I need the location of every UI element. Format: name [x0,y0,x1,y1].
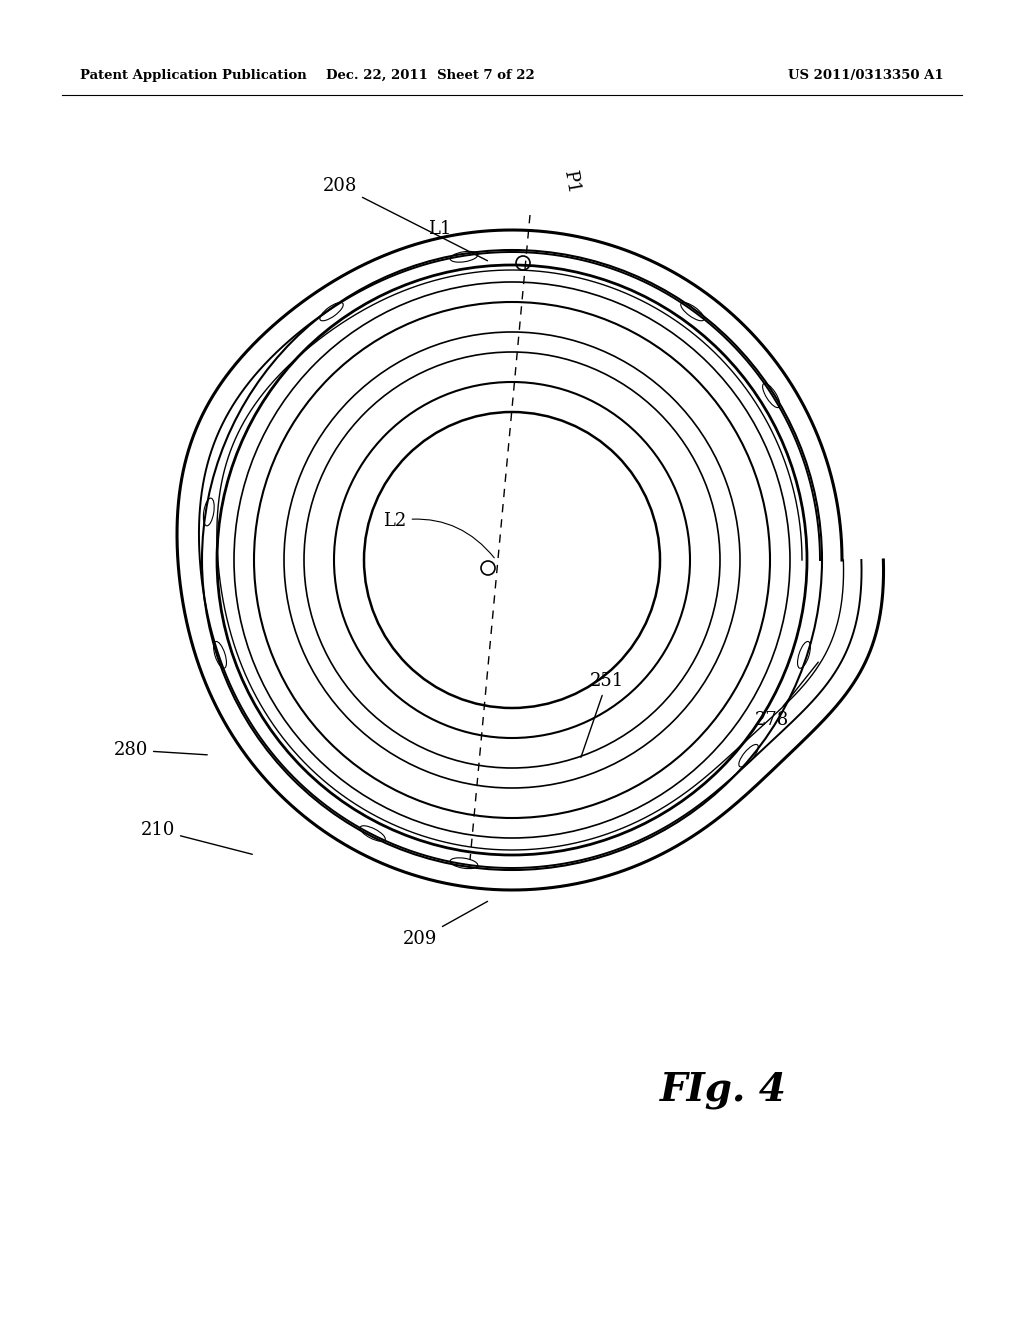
Text: FIg. 4: FIg. 4 [660,1071,786,1109]
Text: 209: 209 [402,902,487,948]
Text: Patent Application Publication: Patent Application Publication [80,69,307,82]
Text: L1: L1 [428,220,452,238]
Text: 210: 210 [140,821,252,854]
Text: Dec. 22, 2011  Sheet 7 of 22: Dec. 22, 2011 Sheet 7 of 22 [326,69,535,82]
Text: 208: 208 [323,177,487,261]
Text: 280: 280 [114,741,207,759]
Text: US 2011/0313350 A1: US 2011/0313350 A1 [788,69,944,82]
Text: L2: L2 [383,512,495,558]
Text: 251: 251 [581,672,625,758]
Text: 278: 278 [755,663,818,729]
Text: P1: P1 [560,169,582,195]
